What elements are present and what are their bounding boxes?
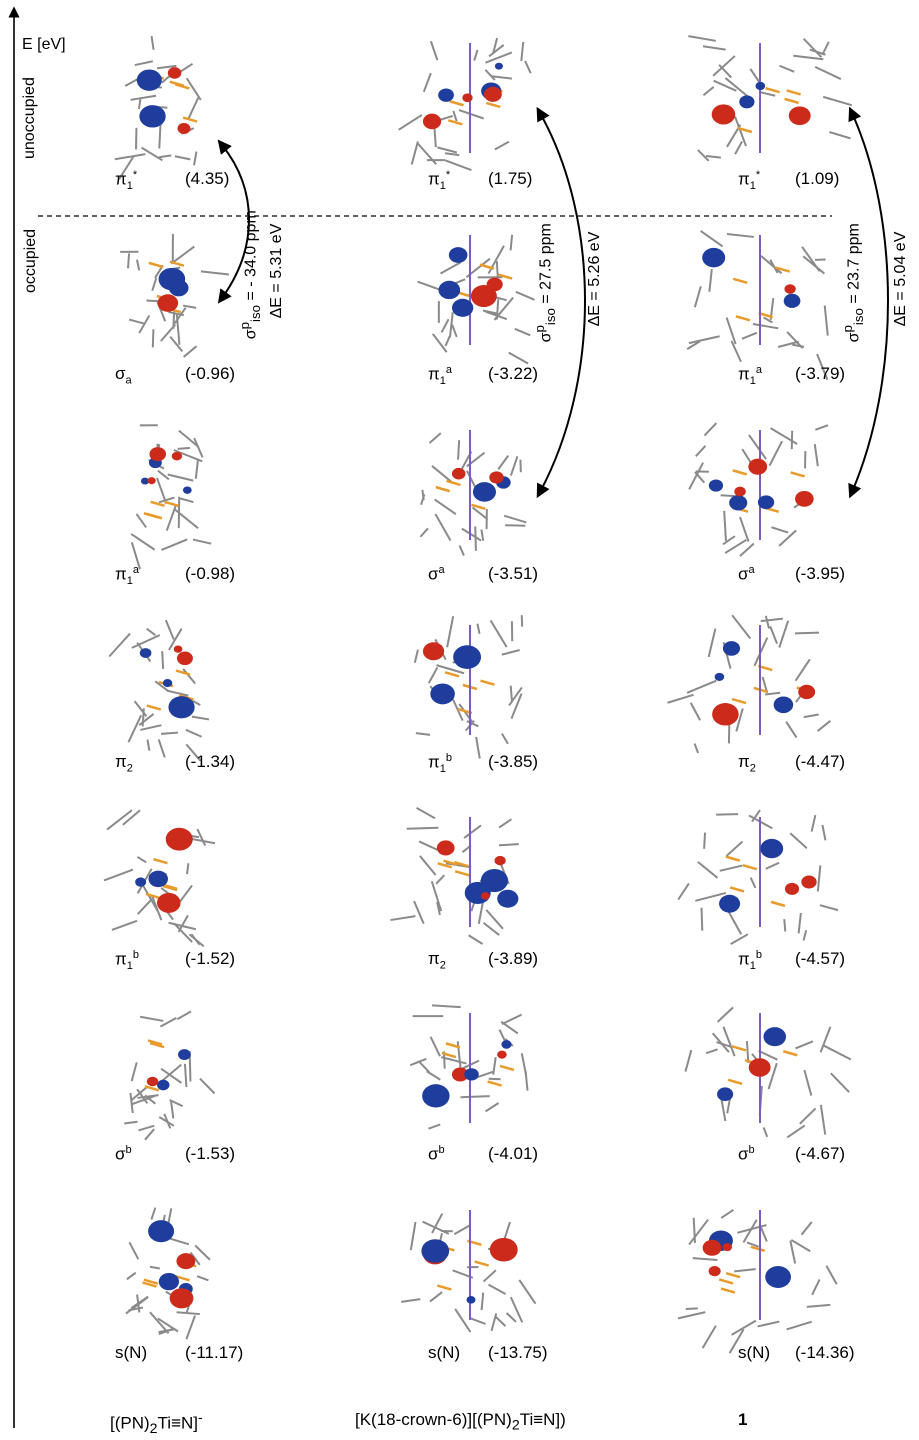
- gap-shielding-col3: σpiso = 23.7 ppm: [840, 223, 866, 343]
- orbital-isosurface: [103, 809, 216, 948]
- orbital-isosurface: [120, 233, 230, 358]
- orbital-isosurface: [398, 37, 532, 172]
- orbital-isosurface: [688, 422, 829, 557]
- orbital-name: σa: [428, 564, 445, 584]
- orbital-isosurface: [667, 614, 832, 754]
- orbital-isosurface: [114, 35, 202, 180]
- orbital-name: π1b: [428, 752, 452, 776]
- orbital-name: π1a: [115, 564, 139, 588]
- orbital-energy: (-3.79): [795, 364, 846, 383]
- orbital-energy: (-4.67): [795, 1144, 846, 1163]
- orbital-energy: (-3.85): [488, 752, 539, 771]
- orbital-isosurface: [677, 809, 839, 945]
- gap-shielding-col2: σpiso = 27.5 ppm: [532, 223, 558, 343]
- orbital-name: π2: [428, 949, 446, 972]
- orbital-energy: (1.75): [488, 169, 533, 188]
- orbital-name: σa: [738, 564, 755, 584]
- orbital-isosurface: [686, 230, 829, 381]
- orbital-energy: (-3.89): [488, 949, 539, 968]
- orbital-energy: (-3.22): [488, 364, 539, 383]
- orbital-name: σb: [115, 1144, 132, 1164]
- orbital-name: σb: [738, 1144, 755, 1164]
- orbital-isosurface: [684, 1006, 852, 1139]
- orbital-isosurface: [677, 1208, 838, 1354]
- compound-label-1: [(PN)2Ti≡N]-: [110, 1410, 203, 1438]
- orbital-name: s(N): [738, 1343, 771, 1362]
- orbital-name: σa: [115, 364, 132, 387]
- orbital-energy: (-4.01): [488, 1144, 539, 1163]
- orbital-energy: (-1.53): [185, 1144, 236, 1163]
- gap-energy-col1: ΔE = 5.31 eV: [268, 223, 285, 319]
- orbital-energy: (-4.57): [795, 949, 846, 968]
- orbital-isosurface: [390, 807, 519, 945]
- gap-energy-col2: ΔE = 5.26 eV: [586, 231, 603, 327]
- orbital-energy: (-3.51): [488, 564, 539, 583]
- orbital-name: π1a: [738, 364, 762, 388]
- orbital-name: π1b: [738, 949, 762, 973]
- compound-label-2: [K(18-crown-6)][(PN)2Ti≡N]): [355, 1410, 566, 1434]
- gap-energy-col3: ΔE = 5.04 eV: [892, 231, 909, 327]
- orbital-isosurface: [130, 424, 212, 570]
- orbital-isosurface: [108, 619, 210, 762]
- compound-label-3: 1: [738, 1410, 748, 1429]
- orbital-isosurface: [417, 234, 535, 365]
- orbital-name: π2: [115, 752, 133, 775]
- orbital-isosurface: [124, 1010, 216, 1141]
- orbital-isosurface: [419, 430, 527, 556]
- gap-arrow-col1: [217, 139, 250, 304]
- orbital-isosurface: [409, 1004, 529, 1130]
- orbital-name: s(N): [115, 1343, 148, 1362]
- orbital-energy: (-11.17): [185, 1343, 244, 1362]
- occupied-label: occupied: [22, 228, 39, 294]
- orbital-name: s(N): [428, 1343, 461, 1362]
- orbital-energy: (1.09): [795, 169, 840, 188]
- orbital-name: π1*: [115, 169, 138, 193]
- orbital-isosurface: [125, 1207, 211, 1340]
- orbital-name: π1b: [115, 949, 139, 973]
- gap-arrow-col2: [536, 106, 586, 499]
- orbital-name: π1*: [428, 169, 451, 193]
- orbital-energy: (-3.95): [795, 564, 846, 583]
- orbital-energy: (-13.75): [488, 1343, 548, 1362]
- orbital-energy: (4.35): [185, 169, 230, 188]
- orbital-name: π1*: [738, 169, 761, 193]
- unoccupied-label: unoccupied: [21, 77, 38, 159]
- orbital-name: σb: [428, 1144, 445, 1164]
- axis-label: E [eV]: [22, 36, 66, 53]
- orbital-energy: (-1.52): [185, 949, 236, 968]
- orbital-energy: (-1.34): [185, 752, 236, 771]
- gap-arrow-col3: [848, 106, 889, 499]
- orbital-isosurface: [413, 615, 524, 759]
- orbital-energy: (-14.36): [795, 1343, 855, 1362]
- orbital-name: π2: [738, 752, 756, 775]
- orbital-name: π1a: [428, 364, 452, 388]
- orbital-isosurface: [401, 1210, 537, 1333]
- orbital-energy: (-0.98): [185, 564, 236, 583]
- orbital-energy: (-4.47): [795, 752, 846, 771]
- orbital-energy: (-0.96): [185, 364, 236, 383]
- gap-shielding-col1: σpiso = - 34.0 ppm: [237, 210, 263, 340]
- orbital-isosurface: [688, 35, 853, 162]
